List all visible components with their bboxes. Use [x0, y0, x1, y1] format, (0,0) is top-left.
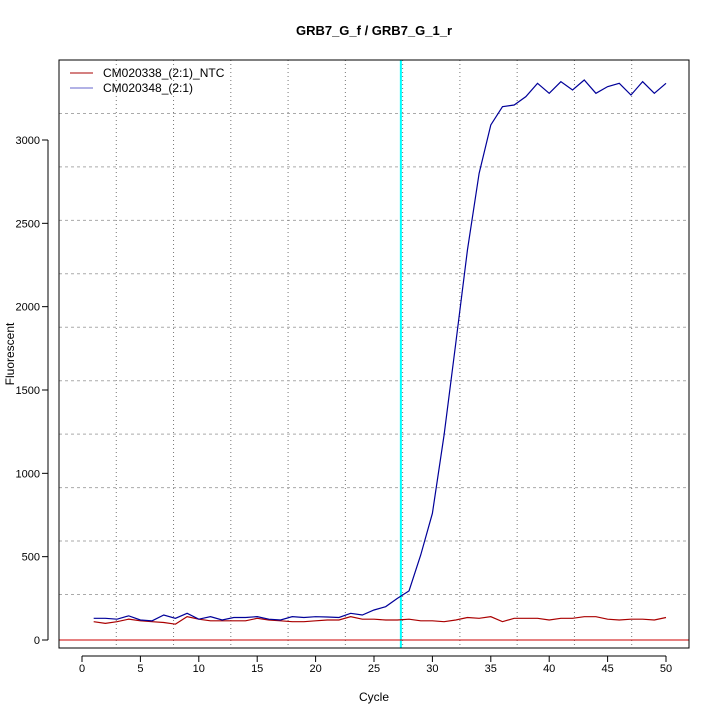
grid [59, 60, 689, 648]
chart-title: GRB7_G_f / GRB7_G_1_r [296, 23, 452, 38]
y-tick-label: 1000 [16, 468, 40, 480]
y-axis-label: Fluorescent [3, 322, 17, 385]
series-line-0 [93, 616, 667, 625]
y-tick-label: 500 [22, 552, 40, 564]
x-tick-label: 40 [543, 663, 555, 675]
x-tick-label: 5 [137, 663, 143, 675]
plot-frame [58, 59, 690, 649]
y-tick-label: 1500 [16, 385, 40, 397]
x-tick-label: 35 [485, 663, 497, 675]
y-tick-label: 0 [34, 635, 40, 647]
legend-label-sample: CM020348_(2:1) [103, 81, 193, 95]
x-tick-label: 15 [251, 663, 263, 675]
x-tick-label: 45 [601, 663, 613, 675]
axes: 0 5 10 15 20 25 30 35 40 45 5005001000150020002500… [16, 135, 673, 675]
x-tick-label: 50 [660, 663, 672, 675]
x-tick-label: 20 [309, 663, 321, 675]
y-tick-label: 2500 [16, 218, 40, 230]
y-tick-label: 3000 [16, 135, 40, 147]
legend-label-ntc: CM020338_(2:1)_NTC [103, 66, 225, 80]
series-lines [59, 60, 689, 648]
x-tick-label: 10 [193, 663, 205, 675]
legend: CM020338_(2:1)_NTC CM020348_(2:1) [70, 66, 225, 95]
x-axis-label: Cycle [359, 690, 389, 704]
series-line-1 [93, 79, 667, 622]
x-tick-label: 25 [368, 663, 380, 675]
x-tick-label: 0 [79, 663, 85, 675]
x-tick-label: 30 [426, 663, 438, 675]
y-tick-label: 2000 [16, 302, 40, 314]
